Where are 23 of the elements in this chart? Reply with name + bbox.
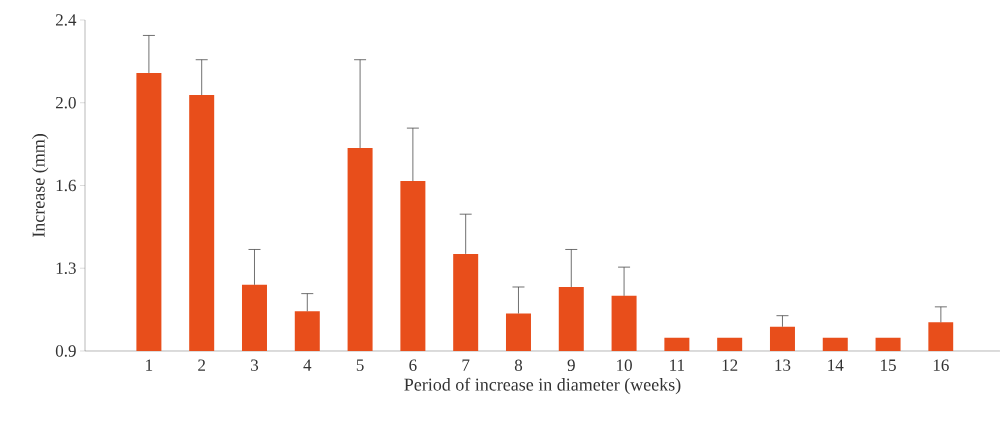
x-tick-label: 6 — [409, 359, 417, 371]
y-tick-label: 1.3 — [56, 262, 76, 274]
x-tick-label: 1 — [146, 359, 153, 371]
x-tick-label: 9 — [567, 359, 575, 371]
x-tick-label: 12 — [722, 359, 738, 371]
x-axis-title: Period of increase in diameter (weeks) — [404, 377, 681, 395]
x-tick-label: 15 — [881, 359, 896, 371]
y-tick-label: 2.4 — [55, 14, 77, 26]
y-tick-label: 0.9 — [55, 345, 76, 357]
x-tick-label: 3 — [251, 359, 259, 371]
x-tick-label: 7 — [462, 359, 470, 371]
y-axis-title: Increase (mm) — [32, 134, 49, 238]
x-tick-label: 2 — [198, 359, 205, 371]
x-tick-label: 8 — [514, 359, 523, 371]
x-tick-label: 10 — [617, 359, 632, 371]
x-tick-label: 5 — [356, 359, 364, 371]
y-tick-label: 2.0 — [55, 96, 76, 109]
x-tick-label: 14 — [828, 359, 844, 371]
x-tick-label: 13 — [775, 359, 791, 371]
x-tick-label: 16 — [933, 359, 949, 371]
x-tick-label: 4 — [303, 359, 312, 371]
y-tick-label: 1.6 — [56, 179, 76, 192]
x-tick-label: 11 — [670, 359, 685, 371]
